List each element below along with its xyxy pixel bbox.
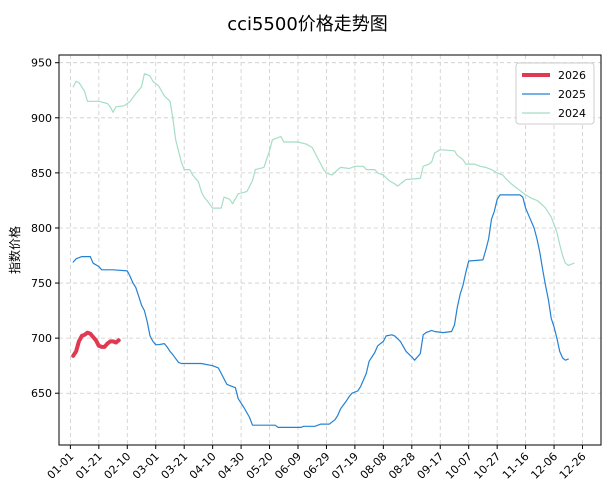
x-tick-label: 10-27 [471, 450, 503, 482]
y-axis-label: 指数价格 [7, 226, 22, 274]
legend-label-2026: 2026 [558, 69, 586, 82]
series-layer [71, 73, 575, 428]
x-tick-label: 08-28 [386, 450, 418, 482]
chart-title: cci5500价格走势图 [227, 14, 388, 35]
x-tick-label: 12-06 [528, 450, 560, 482]
x-tick-label: 06-09 [272, 450, 304, 482]
x-tick-label: 01-21 [73, 450, 105, 482]
x-tick-label: 05-20 [244, 450, 276, 482]
x-tick-label: 11-16 [500, 450, 532, 482]
x-tick-label: 04-30 [215, 450, 247, 482]
x-tick-label: 03-01 [130, 450, 162, 482]
x-tick-label: 12-26 [557, 450, 589, 482]
plot-frame [58, 54, 602, 446]
y-tick-label: 900 [31, 112, 52, 125]
legend-label-2024: 2024 [558, 107, 586, 120]
y-tick-label: 750 [31, 277, 52, 290]
grid [59, 55, 601, 445]
x-tick-label: 07-19 [329, 450, 361, 482]
legend: 2026 2025 2024 [515, 62, 595, 125]
y-tick-label: 700 [31, 332, 52, 345]
series-line-2024 [72, 73, 575, 266]
series-line-2026 [71, 330, 121, 358]
x-tick-label: 06-29 [301, 450, 333, 482]
y-tick-label: 950 [31, 57, 52, 70]
series-line-2025 [72, 194, 569, 428]
x-tick-label: 08-08 [358, 450, 390, 482]
y-tick-label: 650 [31, 387, 52, 400]
x-tick-label: 02-10 [102, 450, 134, 482]
legend-label-2025: 2025 [558, 88, 586, 101]
x-tick-label: 01-01 [45, 450, 77, 482]
legend-box [515, 62, 595, 125]
x-tick-label: 09-17 [415, 450, 447, 482]
x-tick-label: 03-21 [159, 450, 191, 482]
x-tick-label: 10-07 [443, 450, 475, 482]
y-tick-label: 800 [31, 222, 52, 235]
x-tick-label: 04-10 [187, 450, 219, 482]
y-tick-label: 850 [31, 167, 52, 180]
axes: 650 700 750 800 850 900 950 01-0101-2102-1003-0… [31, 57, 589, 482]
